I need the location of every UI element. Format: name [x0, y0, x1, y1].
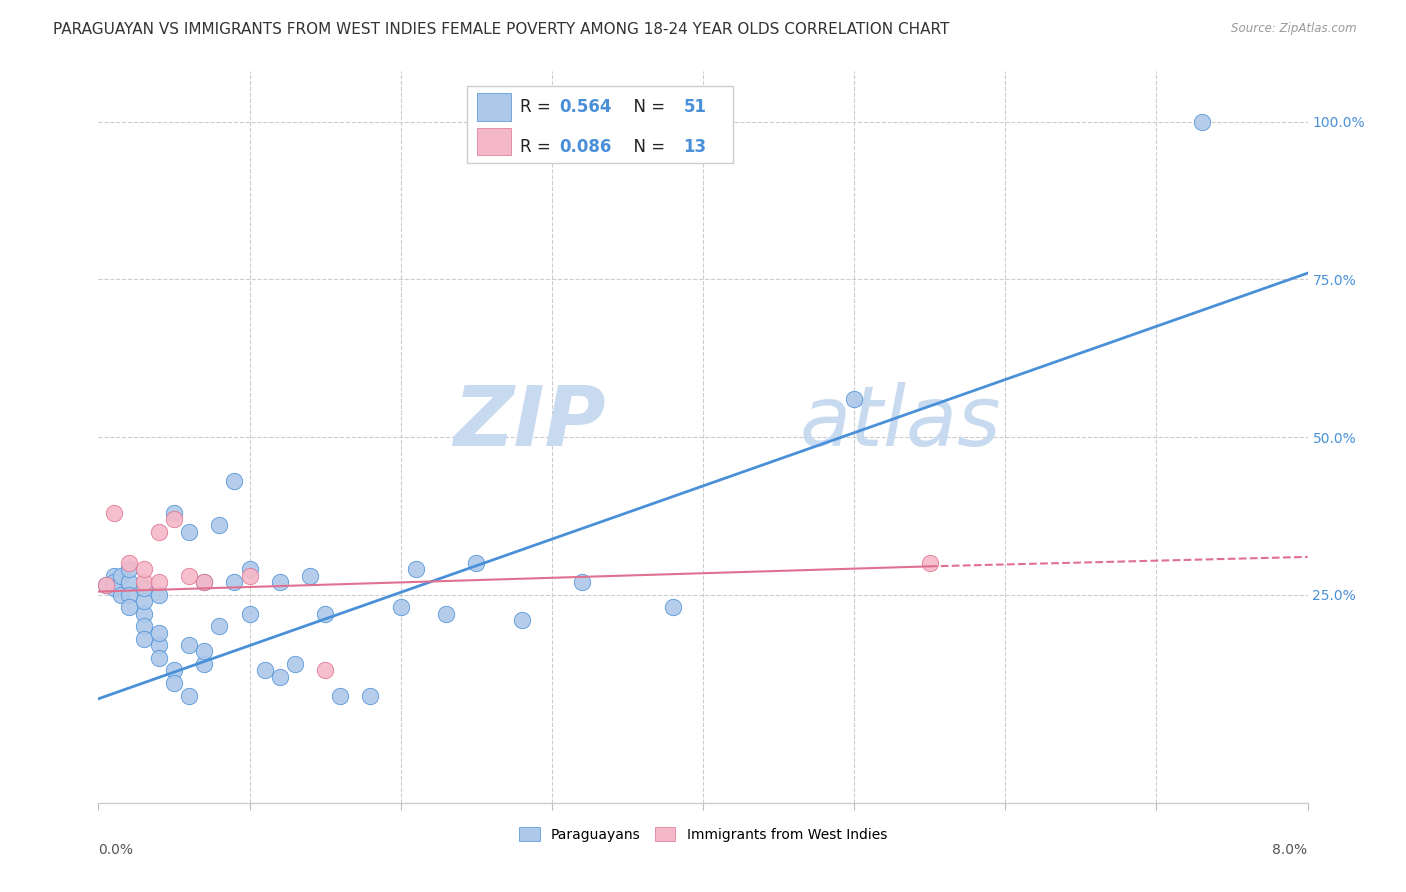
Point: [269, 670, 291, 684]
Point: [510, 613, 533, 627]
Text: N =: N =: [623, 98, 671, 116]
Point: [132, 619, 155, 633]
Point: [193, 644, 215, 658]
Text: 0.086: 0.086: [560, 137, 612, 156]
Point: [239, 607, 262, 621]
Text: 51: 51: [683, 98, 707, 116]
Text: PARAGUAYAN VS IMMIGRANTS FROM WEST INDIES FEMALE POVERTY AMONG 18-24 YEAR OLDS C: PARAGUAYAN VS IMMIGRANTS FROM WEST INDIE…: [53, 22, 950, 37]
Point: [269, 575, 291, 590]
Point: [132, 562, 155, 576]
Point: [224, 474, 246, 488]
Point: [253, 664, 276, 678]
Point: [661, 600, 683, 615]
Point: [405, 562, 427, 576]
Point: [110, 588, 132, 602]
Point: [103, 575, 125, 590]
Point: [103, 582, 125, 596]
Point: [148, 638, 170, 652]
Point: [103, 506, 125, 520]
Point: [132, 607, 155, 621]
Point: [299, 569, 322, 583]
Point: [163, 512, 186, 526]
Point: [118, 600, 141, 615]
Point: [389, 600, 412, 615]
Text: Source: ZipAtlas.com: Source: ZipAtlas.com: [1232, 22, 1357, 36]
Point: [224, 575, 246, 590]
Text: 0.564: 0.564: [560, 98, 612, 116]
Point: [465, 556, 488, 570]
FancyBboxPatch shape: [477, 128, 510, 155]
Text: N =: N =: [623, 137, 671, 156]
Text: ZIP: ZIP: [454, 382, 606, 463]
Point: [94, 578, 117, 592]
Text: atlas: atlas: [800, 382, 1001, 463]
Point: [148, 588, 170, 602]
Point: [193, 657, 215, 671]
Point: [208, 619, 231, 633]
Text: 8.0%: 8.0%: [1272, 843, 1308, 857]
Point: [918, 556, 941, 570]
Point: [148, 524, 170, 539]
Point: [571, 575, 593, 590]
Point: [110, 569, 132, 583]
Point: [1191, 115, 1213, 129]
Point: [103, 569, 125, 583]
Point: [118, 556, 141, 570]
Point: [844, 392, 866, 407]
Point: [360, 689, 382, 703]
FancyBboxPatch shape: [467, 86, 734, 163]
Text: R =: R =: [520, 137, 557, 156]
Point: [132, 632, 155, 646]
Point: [329, 689, 352, 703]
Point: [208, 518, 231, 533]
Point: [179, 689, 201, 703]
Point: [179, 569, 201, 583]
Point: [314, 664, 336, 678]
Text: R =: R =: [520, 98, 557, 116]
Point: [148, 575, 170, 590]
Point: [118, 562, 141, 576]
Point: [314, 607, 336, 621]
Point: [193, 575, 215, 590]
Text: 13: 13: [683, 137, 707, 156]
FancyBboxPatch shape: [477, 94, 510, 121]
Point: [239, 562, 262, 576]
Point: [132, 575, 155, 590]
Point: [284, 657, 307, 671]
Point: [132, 594, 155, 608]
Point: [163, 506, 186, 520]
Point: [118, 588, 141, 602]
Point: [163, 676, 186, 690]
Point: [132, 582, 155, 596]
Point: [193, 575, 215, 590]
Text: 0.0%: 0.0%: [98, 843, 134, 857]
Point: [148, 625, 170, 640]
Point: [94, 578, 117, 592]
Point: [163, 664, 186, 678]
Point: [179, 524, 201, 539]
Point: [118, 575, 141, 590]
Point: [148, 650, 170, 665]
Point: [179, 638, 201, 652]
Legend: Paraguayans, Immigrants from West Indies: Paraguayans, Immigrants from West Indies: [513, 822, 893, 847]
Point: [434, 607, 457, 621]
Point: [239, 569, 262, 583]
